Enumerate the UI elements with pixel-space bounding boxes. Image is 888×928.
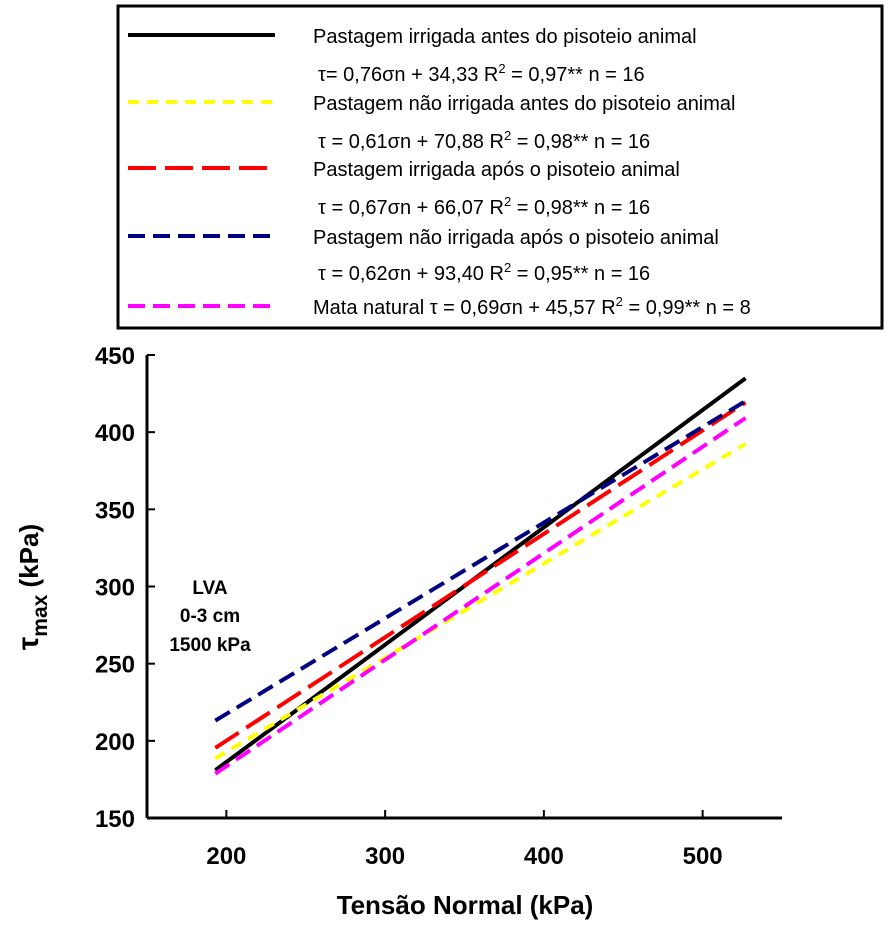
series-line-1 bbox=[214, 442, 747, 761]
series-line-4 bbox=[214, 416, 747, 776]
y-tick-label-1: 200 bbox=[95, 729, 135, 756]
annotation: LVA 0-3 cm 1500 kPa bbox=[169, 578, 251, 656]
annotation-line-1: 0-3 cm bbox=[180, 606, 240, 627]
x-tick-label-3: 500 bbox=[683, 843, 723, 870]
legend: Pastagem irrigada antes do pisoteio anim… bbox=[116, 4, 884, 330]
y-tick-label-2: 250 bbox=[95, 652, 135, 679]
annotation-line-2: 1500 kPa bbox=[169, 635, 251, 656]
legend-equation-3: τ = 0,62σn + 93,40 R2 = 0,95** n = 16 bbox=[318, 260, 650, 285]
axes: 200 300 400 500 150 200 250 300 350 400 450 bbox=[95, 343, 782, 870]
legend-label-1: Pastagem não irrigada antes do pisoteio … bbox=[313, 93, 735, 115]
x-tick-label-1: 300 bbox=[365, 843, 405, 870]
x-tick-label-2: 400 bbox=[524, 843, 564, 870]
series-line-2 bbox=[214, 400, 747, 750]
legend-label-2: Pastagem irrigada após o pisoteio animal bbox=[313, 159, 680, 181]
annotation-line-0: LVA bbox=[192, 578, 227, 599]
legend-equation-2: τ = 0,67σn + 66,07 R2 = 0,98** n = 16 bbox=[318, 194, 650, 219]
y-tick-label-0: 150 bbox=[95, 806, 135, 833]
x-axis-title: Tensão Normal (kPa) bbox=[337, 890, 594, 920]
y-axis-title: τmax (kPa) bbox=[12, 524, 52, 650]
y-tick-label-5: 400 bbox=[95, 420, 135, 447]
y-tick-label-6: 450 bbox=[95, 343, 135, 370]
legend-equation-4: Mata natural τ = 0,69σn + 45,57 R2 = 0,9… bbox=[313, 294, 751, 319]
x-tick-label-0: 200 bbox=[206, 843, 246, 870]
legend-label-3: Pastagem não irrigada após o pisoteio an… bbox=[313, 227, 719, 249]
legend-label-0: Pastagem irrigada antes do pisoteio anim… bbox=[313, 26, 697, 48]
series-group bbox=[214, 376, 747, 776]
legend-equation-0: τ= 0,76σn + 34,33 R2 = 0,97** n = 16 bbox=[318, 61, 645, 86]
y-tick-label-4: 350 bbox=[95, 497, 135, 524]
y-tick-label-3: 300 bbox=[95, 575, 135, 602]
ticks: 200 300 400 500 150 200 250 300 350 400 450 bbox=[95, 343, 723, 870]
series-line-3 bbox=[214, 399, 747, 723]
legend-equation-1: τ = 0,61σn + 70,88 R2 = 0,98** n = 16 bbox=[318, 128, 650, 153]
